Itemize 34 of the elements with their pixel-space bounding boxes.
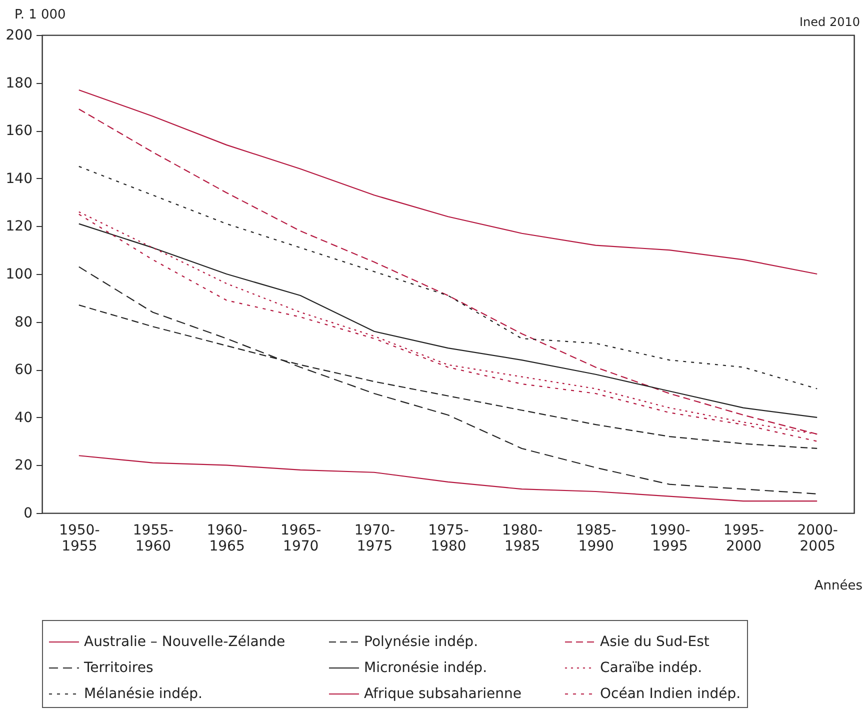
legend-label: Australie – Nouvelle-Zélande <box>84 634 286 650</box>
legend-label: Océan Indien indép. <box>600 686 741 702</box>
text: Ined 2010 <box>800 15 860 29</box>
legend-label: Mélanésie indép. <box>84 686 202 702</box>
x-tick-label: 1990-1995 <box>650 522 690 554</box>
y-axis-title: P. 1 000 <box>14 8 66 22</box>
x-tick-label: 1970-1975 <box>354 522 396 554</box>
x-tick-label: 1995-2000 <box>723 522 764 554</box>
legend-label: Asie du Sud-Est <box>600 634 710 650</box>
y-tick-label: 60 <box>14 362 32 378</box>
legend-label: Afrique subsaharienne <box>364 686 522 702</box>
x-tick-label: 1950-1955 <box>59 522 100 554</box>
y-tick-label: 100 <box>6 266 32 282</box>
legend-label: Caraïbe indép. <box>600 660 702 676</box>
y-tick-label: 140 <box>6 170 32 187</box>
x-tick-label: 2000-2005 <box>797 522 838 554</box>
y-tick-label: 80 <box>14 314 32 330</box>
x-tick-label: 1960-1965 <box>206 522 248 554</box>
x-tick-label: 1975-1980 <box>428 522 469 554</box>
y-tick-label: 0 <box>24 506 32 522</box>
x-tick-label: 1965-1970 <box>280 522 322 554</box>
x-axis-title: Années <box>814 578 863 594</box>
y-tick-label: 180 <box>6 75 32 92</box>
x-tick-label: 1980-1985 <box>502 522 543 554</box>
y-tick-label: 40 <box>14 410 32 426</box>
legend-label: Territoires <box>83 660 154 676</box>
legend-label: Micronésie indép. <box>364 660 488 676</box>
x-tick-label: 1955-1960 <box>132 522 174 554</box>
y-tick-label: 160 <box>6 123 32 140</box>
y-tick-label: 20 <box>14 458 32 474</box>
legend-label: Polynésie indép. <box>364 634 478 650</box>
x-tick-label: 1985-1990 <box>576 522 616 554</box>
y-tick-label: 200 <box>6 28 32 44</box>
y-tick-label: 120 <box>6 218 32 235</box>
